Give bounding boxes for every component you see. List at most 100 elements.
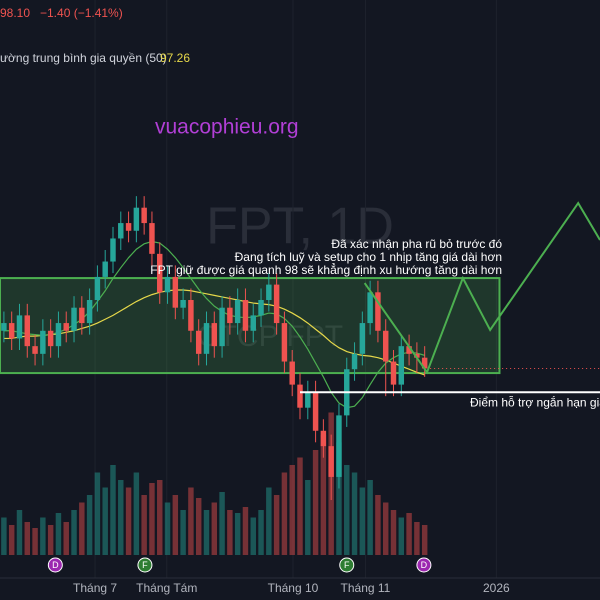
annotation: Đang tích luỹ và setup cho 1 nhịp tăng g… [235,250,502,264]
volume-bar [382,502,389,555]
candle-body [164,276,171,293]
volume-bar [32,528,38,555]
candle-body [1,323,7,331]
candle-body [390,361,397,385]
volume-bar [55,513,62,555]
volume-bar [250,517,256,555]
change: −1.40 (−1.41%) [40,6,123,20]
candle-body [188,300,194,331]
volume-bar [102,487,108,555]
candle-body [320,430,327,447]
candle-body [157,253,163,293]
volume-bar [406,513,412,555]
candle-body [55,323,62,347]
volume-bar [164,502,171,555]
candle-body [406,346,412,354]
volume-bar [79,502,85,555]
candle-body [421,357,428,369]
event-label: F [344,560,350,570]
candle-body [351,353,358,370]
candle-body [102,261,108,277]
volume-bar [118,480,124,555]
volume-bar [336,442,342,555]
x-tick-label: Tháng 11 [341,581,391,595]
volume-bar [141,495,147,555]
candle-body [266,284,272,300]
x-tick-label: Tháng Tám [136,581,197,595]
candle-body [398,346,405,385]
candle-body [172,276,179,308]
event-label: D [52,560,59,570]
volume-bar [219,492,225,555]
candle-body [24,315,30,347]
volume-bar [149,483,155,555]
candle-body [141,207,147,224]
volume-bar [1,517,7,555]
volume-bar [24,522,30,555]
volume-bar [63,522,69,555]
volume-bar [125,487,132,555]
candle-body [94,276,101,300]
volume-bar [172,495,179,555]
volume-bar [86,495,93,555]
candle-body [32,346,38,354]
volume-bar [266,487,272,555]
x-tick-label: Tháng 10 [268,581,319,595]
candle-body [375,292,381,331]
candle-body [382,330,389,362]
volume-bar [133,472,140,555]
annotation: Đã xác nhận pha rũ bỏ trước đó [331,237,502,251]
price: 98.10 [0,6,30,20]
event-marker [137,557,153,573]
volume-bar [320,435,327,555]
candle-body [367,292,373,324]
volume-bar [157,480,163,555]
volume-bar [8,525,15,555]
volume-bar [188,487,194,555]
candle-body [258,300,264,316]
volume-bar [273,495,280,555]
candle-body [289,361,295,385]
volume-bar [16,510,23,555]
volume-bar [180,510,186,555]
projection-line [363,201,600,375]
candle-body [40,330,46,354]
candle-body [359,323,366,354]
candle-body [63,323,69,331]
support-label: Điểm hỗ trợ ngắn hạn giá 9 [470,394,600,409]
volume-bar [258,510,264,555]
volume-bar [242,507,249,555]
volume-bar [110,465,116,555]
volume-bar [47,525,54,555]
candle-body [250,315,256,331]
candle-body [305,392,311,408]
volume-bar [94,472,101,555]
volume-bar [398,517,405,555]
volume-bar [414,522,420,555]
annotation: FPT giữ được giá quanh 98 sẽ khẳng định … [150,262,502,277]
volume-bar [359,487,366,555]
site-watermark: vuacophieu.org [155,116,299,139]
candle-body [203,323,210,354]
volume-bar [344,465,350,555]
candle-body [8,323,15,339]
candle-body [195,330,202,354]
candle-body [149,223,155,254]
volume-bar [312,450,319,555]
candle-body [273,284,280,324]
candle-body [110,238,116,262]
candle-body [219,307,225,347]
volume-bar [367,480,373,555]
candle-body [79,307,85,324]
candle-body [180,300,186,308]
candle-body [211,323,218,347]
volume-bar [234,513,241,555]
volume-bar [203,510,210,555]
volume-bar [297,457,303,555]
ma-label: ường trung bình gia quyền (50) [0,51,167,65]
candle-body [336,415,342,477]
ma-value: 97.26 [160,51,190,65]
event-marker [47,557,63,573]
